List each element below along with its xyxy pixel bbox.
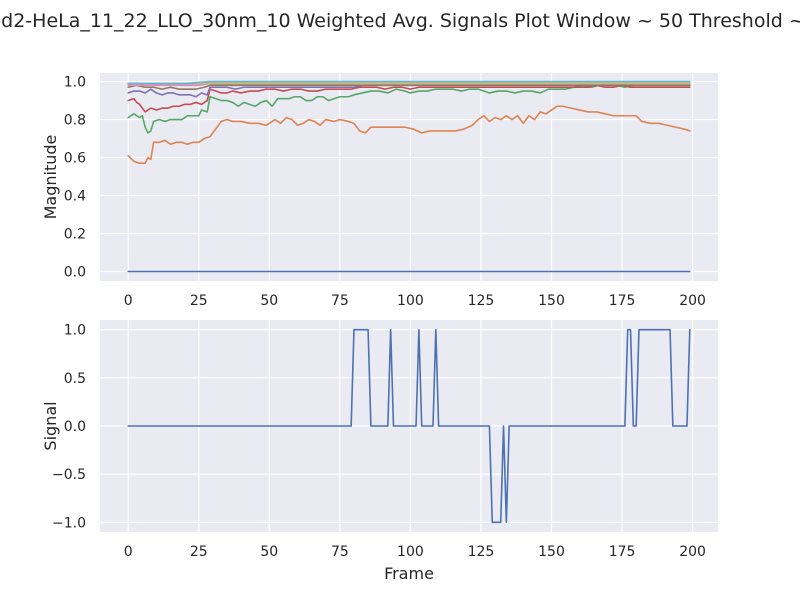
series-lines — [127, 80, 691, 273]
x-tick-label: 125 — [468, 544, 495, 560]
x-tick-label: 150 — [538, 293, 565, 309]
x-tick-label: 75 — [331, 544, 349, 560]
x-tick-label: 175 — [609, 544, 636, 560]
y-tick-label: 0.8 — [64, 113, 86, 129]
x-tick-label: 175 — [609, 293, 636, 309]
series-line-3 — [127, 84, 691, 113]
x-tick-label: 75 — [331, 293, 349, 309]
x-tick-label: 100 — [397, 293, 424, 309]
x-tick-label: 25 — [190, 293, 208, 309]
magnitude-chart: 0 25 50 75 100 125 150 175 200 0.0 0.2 0.4 0.6 0.8 1.0… — [41, 73, 718, 309]
series-line-5 — [127, 84, 691, 90]
y-tick-label: 0.0 — [64, 265, 86, 281]
y-tick-label: −1.0 — [52, 515, 86, 531]
x-tick-label: 200 — [679, 293, 706, 309]
x-tick-label: 50 — [260, 293, 278, 309]
x-tick-label: 0 — [124, 544, 133, 560]
y-axis-label: Magnitude — [41, 135, 60, 220]
y-axis-label: Signal — [41, 401, 60, 450]
plot-area — [100, 73, 718, 281]
series-line-1 — [127, 105, 691, 165]
x-axis-label: Frame — [384, 564, 434, 583]
y-tick-label: 0.6 — [64, 151, 86, 167]
series-line-9 — [127, 80, 691, 85]
y-tick-label: 0.0 — [64, 419, 86, 435]
y-tick-label: 0.4 — [64, 189, 86, 205]
y-tick-label: −0.5 — [52, 467, 86, 483]
x-tick-label: 100 — [397, 544, 424, 560]
signal-chart: 0 25 50 75 100 125 150 175 200 −1.0 −0.5 0.0 0.5 1.0 S… — [41, 320, 718, 583]
x-tick-label: 50 — [260, 544, 278, 560]
x-tick-label: 0 — [124, 293, 133, 309]
y-tick-label: 0.5 — [64, 371, 86, 387]
y-tick-label: 1.0 — [64, 75, 86, 91]
y-tick-label: 1.0 — [64, 323, 86, 339]
series-lines — [127, 328, 691, 524]
y-tick-label: 0.2 — [64, 227, 86, 243]
x-tick-label: 125 — [468, 293, 495, 309]
x-tick-label: 25 — [190, 544, 208, 560]
figure-title: Red2-HeLa_11_22_LLO_30nm_10 Weighted Avg… — [0, 10, 800, 32]
series-line-0 — [127, 328, 691, 524]
x-tick-label: 150 — [538, 544, 565, 560]
x-tick-label: 200 — [679, 544, 706, 560]
